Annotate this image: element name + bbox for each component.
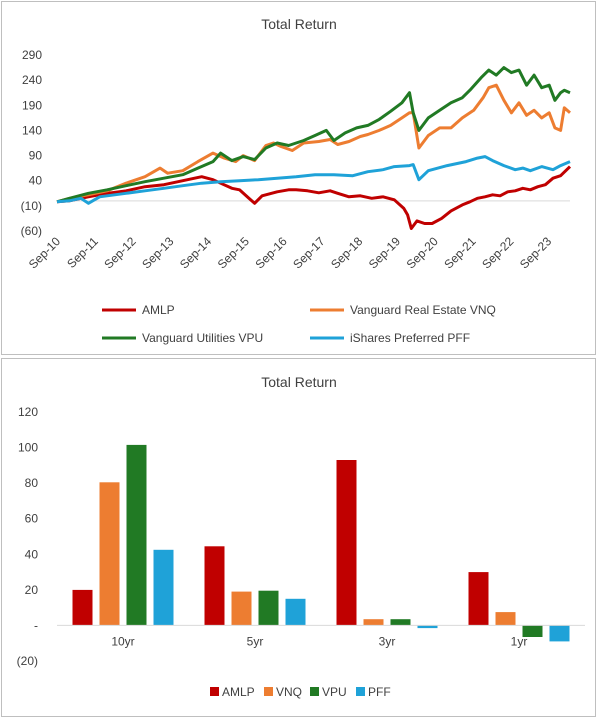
line-chart-svg: Total Return2902401901409040(10)(60)Sep-… — [21, 16, 572, 345]
bar-pff-10yr — [153, 549, 174, 626]
bar-amlp-10yr — [72, 589, 93, 626]
bar-vpu-1yr — [522, 625, 543, 637]
x-tick-label: Sep-14 — [177, 234, 214, 271]
legend-swatch — [356, 687, 365, 696]
y-tick-label: (20) — [17, 654, 38, 668]
x-tick-label: Sep-15 — [215, 234, 252, 271]
bar-pff-3yr — [417, 625, 438, 629]
bar-vpu-5yr — [258, 590, 279, 626]
x-tick-label: Sep-10 — [26, 234, 63, 271]
legend-label: PFF — [368, 685, 391, 699]
bar-chart-panel: Total Return 120 100 80 60 40 20 - (20) 10yr 5yr 3y… — [1, 358, 596, 717]
x-tick-label: Sep-16 — [253, 234, 290, 271]
x-tick-label: Sep-21 — [441, 234, 478, 271]
bar-vpu-10yr — [126, 444, 147, 626]
series-line-vanguard-utilities-vpu — [56, 66, 571, 204]
y-tick-label: (60) — [21, 224, 42, 238]
legend-label: Vanguard Real Estate VNQ — [350, 303, 496, 317]
bar-vnq-1yr — [495, 612, 516, 626]
series-line-vanguard-real-estate-vnq — [56, 83, 571, 204]
bar-vpu-3yr — [390, 619, 411, 626]
legend-swatch — [310, 687, 319, 696]
legend-label: VNQ — [276, 685, 302, 699]
category-label: 1yr — [511, 634, 528, 648]
y-tick-label: 40 — [25, 547, 39, 561]
y-tick-label: 190 — [22, 98, 42, 112]
y-tick-label: 120 — [18, 405, 38, 419]
bar-vnq-10yr — [99, 482, 120, 626]
x-tick-label: Sep-22 — [479, 234, 516, 271]
legend-label: VPU — [322, 685, 347, 699]
legend-label: iShares Preferred PFF — [350, 331, 470, 345]
bar-pff-5yr — [285, 598, 306, 626]
category-label: 5yr — [247, 634, 264, 648]
chart-title: Total Return — [261, 374, 336, 390]
y-tick-label: (10) — [21, 199, 42, 213]
x-tick-label: Sep-20 — [404, 234, 441, 271]
bar-chart-svg: Total Return 120 100 80 60 40 20 - (20) 10yr 5yr 3y… — [17, 374, 585, 699]
legend-swatch — [264, 687, 273, 696]
bar-vnq-5yr — [231, 591, 252, 626]
x-tick-label: Sep-17 — [290, 234, 327, 271]
series-line-amlp — [56, 165, 572, 230]
legend-label: Vanguard Utilities VPU — [142, 331, 263, 345]
legend-label: AMLP — [142, 303, 175, 317]
x-tick-label: Sep-18 — [328, 234, 365, 271]
y-tick-label: 20 — [25, 583, 39, 597]
category-label: 3yr — [379, 634, 396, 648]
series-line-ishares-preferred-pff — [56, 155, 571, 205]
y-tick-label: 90 — [29, 149, 43, 163]
y-tick-label: 240 — [22, 73, 42, 87]
line-chart-panel: Total Return 290 240 190 140 90 40 (10) (60) Sep-… — [1, 1, 596, 355]
bar-vnq-3yr — [363, 619, 384, 626]
y-tick-label: 140 — [22, 123, 42, 137]
y-tick-label: 40 — [29, 174, 43, 188]
y-tick-label: - — [34, 618, 38, 632]
chart-title: Total Return — [261, 16, 336, 32]
x-tick-label: Sep-12 — [101, 234, 138, 271]
legend-label: AMLP — [222, 685, 255, 699]
y-tick-label: 100 — [18, 441, 38, 455]
legend-swatch — [210, 687, 219, 696]
x-tick-label: Sep-13 — [139, 234, 176, 271]
y-tick-label: 290 — [22, 48, 42, 62]
category-label: 10yr — [111, 634, 134, 648]
x-tick-label: Sep-23 — [517, 234, 554, 271]
x-tick-label: Sep-11 — [64, 234, 101, 271]
x-tick-label: Sep-19 — [366, 234, 403, 271]
bar-pff-1yr — [549, 625, 570, 642]
bar-amlp-3yr — [336, 460, 357, 626]
bar-amlp-1yr — [468, 572, 489, 626]
y-tick-label: 80 — [25, 476, 39, 490]
y-tick-label: 60 — [25, 512, 39, 526]
bar-amlp-5yr — [204, 546, 225, 626]
